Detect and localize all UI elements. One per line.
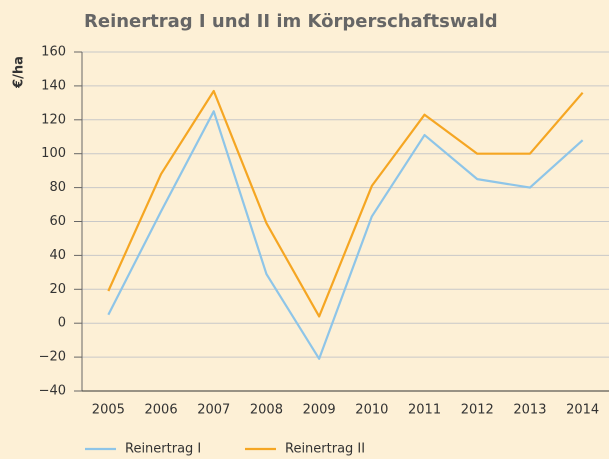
y-tick-label: 100 <box>41 146 66 161</box>
y-tick-label: 80 <box>49 180 66 195</box>
x-tick-label: 2011 <box>408 403 441 418</box>
x-tick-label: 2012 <box>461 403 494 418</box>
y-tick-label: 20 <box>49 282 66 297</box>
legend-label: Reinertrag II <box>285 442 365 457</box>
x-tick-label: 2009 <box>303 403 336 418</box>
x-tick-label: 2006 <box>145 403 178 418</box>
x-tick-label: 2005 <box>92 403 125 418</box>
y-axis-label: €/ha <box>12 56 27 89</box>
y-tick-label: 120 <box>41 112 66 127</box>
y-tick-label: 0 <box>58 316 66 331</box>
y-tick-label: 140 <box>41 78 66 93</box>
y-tick-label: −20 <box>39 350 66 365</box>
x-tick-label: 2007 <box>197 403 230 418</box>
x-tick-label: 2014 <box>566 403 599 418</box>
y-tick-label: −40 <box>39 384 66 399</box>
x-tick-label: 2010 <box>355 403 388 418</box>
series-line <box>107 110 584 360</box>
legend-label: Reinertrag I <box>125 442 201 457</box>
x-tick-label: 2013 <box>513 403 546 418</box>
series-line <box>107 89 584 318</box>
x-tick-label: 2008 <box>250 403 283 418</box>
y-tick-label: 60 <box>49 214 66 229</box>
chart-title: Reinertrag I und II im Körperschaftswald <box>84 11 498 32</box>
y-tick-label: 160 <box>41 45 66 60</box>
y-tick-label: 40 <box>49 248 66 263</box>
